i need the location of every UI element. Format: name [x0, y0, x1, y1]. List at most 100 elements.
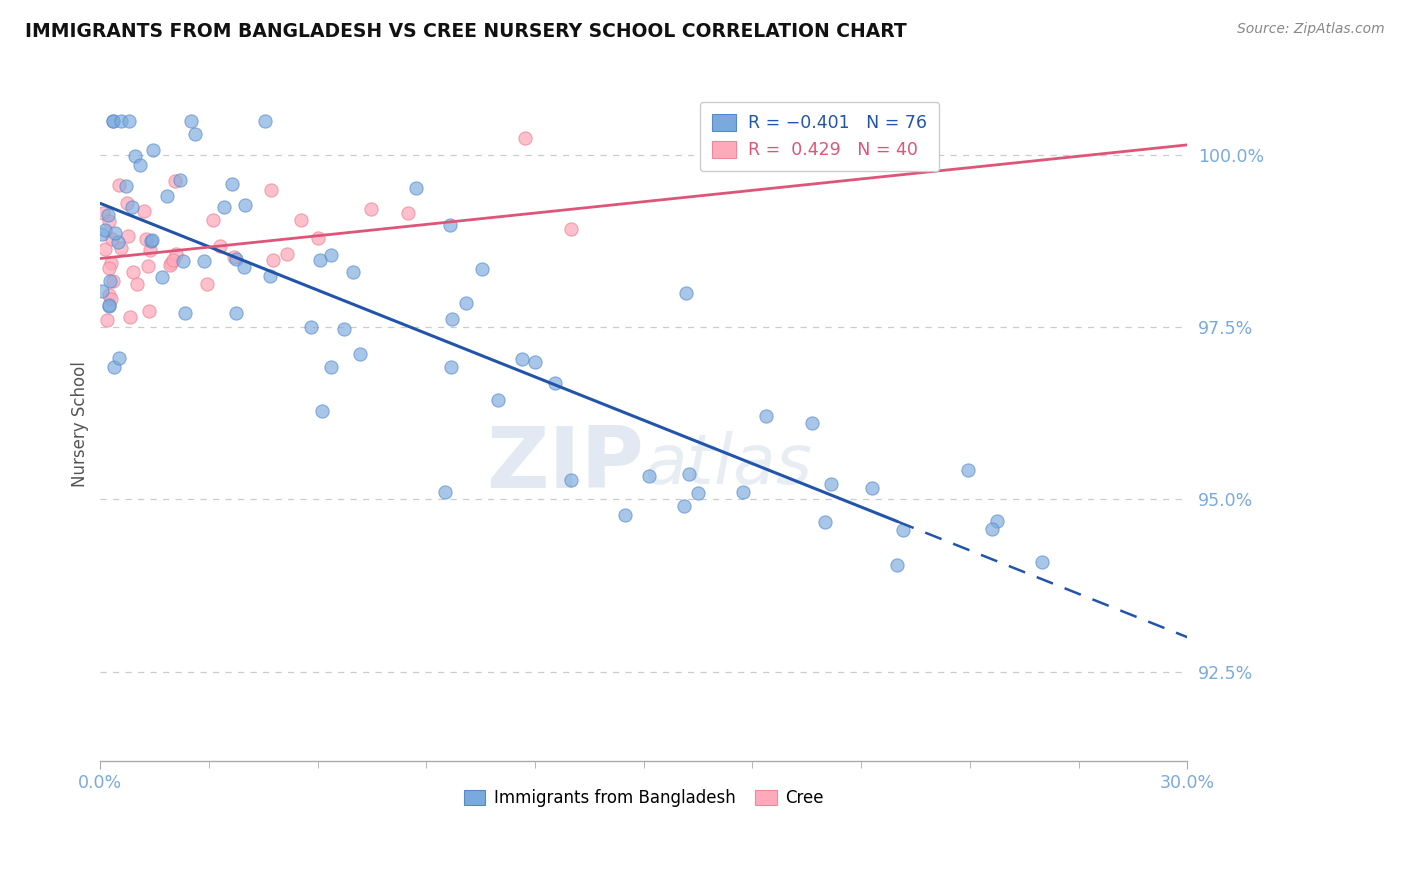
Point — [115, 179, 138, 194]
Point — [138, 243, 160, 257]
Point — [141, 233, 163, 247]
Point — [118, 310, 141, 324]
Point — [118, 113, 141, 128]
Point — [101, 274, 124, 288]
Point — [162, 252, 184, 267]
Point — [396, 205, 419, 219]
Point — [97, 261, 120, 276]
Text: IMMIGRANTS FROM BANGLADESH VS CREE NURSERY SCHOOL CORRELATION CHART: IMMIGRANTS FROM BANGLADESH VS CREE NURSE… — [25, 22, 907, 41]
Point — [755, 409, 778, 424]
Point — [439, 218, 461, 232]
Point — [135, 232, 157, 246]
Point — [688, 486, 710, 500]
Point — [433, 485, 456, 500]
Point — [675, 285, 697, 300]
Point — [262, 253, 284, 268]
Point — [94, 242, 117, 256]
Point — [160, 256, 183, 270]
Point — [107, 235, 129, 249]
Point — [90, 227, 112, 242]
Point — [91, 206, 114, 220]
Point — [138, 303, 160, 318]
Point — [122, 265, 145, 279]
Point — [209, 239, 232, 253]
Point — [515, 130, 537, 145]
Point — [100, 292, 122, 306]
Point — [142, 144, 165, 158]
Point — [110, 241, 132, 255]
Point — [165, 246, 187, 260]
Point — [117, 229, 139, 244]
Point — [195, 277, 218, 292]
Point — [820, 477, 842, 491]
Point — [94, 223, 117, 237]
Point — [110, 113, 132, 128]
Point — [981, 522, 1004, 536]
Point — [276, 246, 298, 260]
Point — [332, 322, 354, 336]
Point — [544, 376, 567, 390]
Point — [150, 269, 173, 284]
Point — [173, 306, 195, 320]
Text: Source: ZipAtlas.com: Source: ZipAtlas.com — [1237, 22, 1385, 37]
Point — [259, 268, 281, 283]
Point — [169, 173, 191, 187]
Point — [117, 195, 139, 210]
Point — [104, 226, 127, 240]
Point — [129, 158, 152, 172]
Point — [103, 113, 125, 128]
Point — [560, 474, 582, 488]
Point — [222, 250, 245, 264]
Text: ZIP: ZIP — [486, 423, 644, 506]
Point — [301, 319, 323, 334]
Point — [163, 174, 186, 188]
Point — [471, 261, 494, 276]
Point — [486, 392, 509, 407]
Point — [97, 208, 120, 222]
Point — [956, 463, 979, 477]
Point — [225, 252, 247, 266]
Point — [886, 558, 908, 572]
Point — [98, 299, 121, 313]
Point — [349, 347, 371, 361]
Point — [801, 416, 824, 430]
Point — [193, 254, 215, 268]
Point — [405, 180, 427, 194]
Point — [560, 221, 582, 235]
Point — [253, 113, 276, 128]
Point — [97, 288, 120, 302]
Point — [638, 469, 661, 483]
Point — [731, 485, 754, 500]
Point — [672, 499, 695, 513]
Point — [614, 508, 637, 522]
Point — [156, 188, 179, 202]
Point — [98, 297, 121, 311]
Legend: Immigrants from Bangladesh, Cree: Immigrants from Bangladesh, Cree — [457, 782, 831, 814]
Point — [1031, 555, 1053, 569]
Point — [103, 359, 125, 374]
Point — [221, 177, 243, 191]
Point — [136, 259, 159, 273]
Point — [202, 212, 225, 227]
Point — [125, 277, 148, 291]
Y-axis label: Nursery School: Nursery School — [72, 360, 89, 487]
Point — [225, 306, 247, 320]
Point — [134, 203, 156, 218]
Point — [454, 295, 477, 310]
Point — [440, 360, 463, 375]
Point — [308, 253, 330, 268]
Point — [141, 235, 163, 249]
Point — [121, 200, 143, 214]
Point — [311, 404, 333, 418]
Point — [290, 213, 312, 227]
Point — [986, 514, 1008, 528]
Point — [860, 481, 883, 495]
Point — [233, 198, 256, 212]
Point — [107, 178, 129, 192]
Point — [360, 202, 382, 216]
Point — [90, 284, 112, 298]
Point — [319, 359, 342, 374]
Point — [100, 256, 122, 270]
Point — [101, 113, 124, 128]
Point — [212, 200, 235, 214]
